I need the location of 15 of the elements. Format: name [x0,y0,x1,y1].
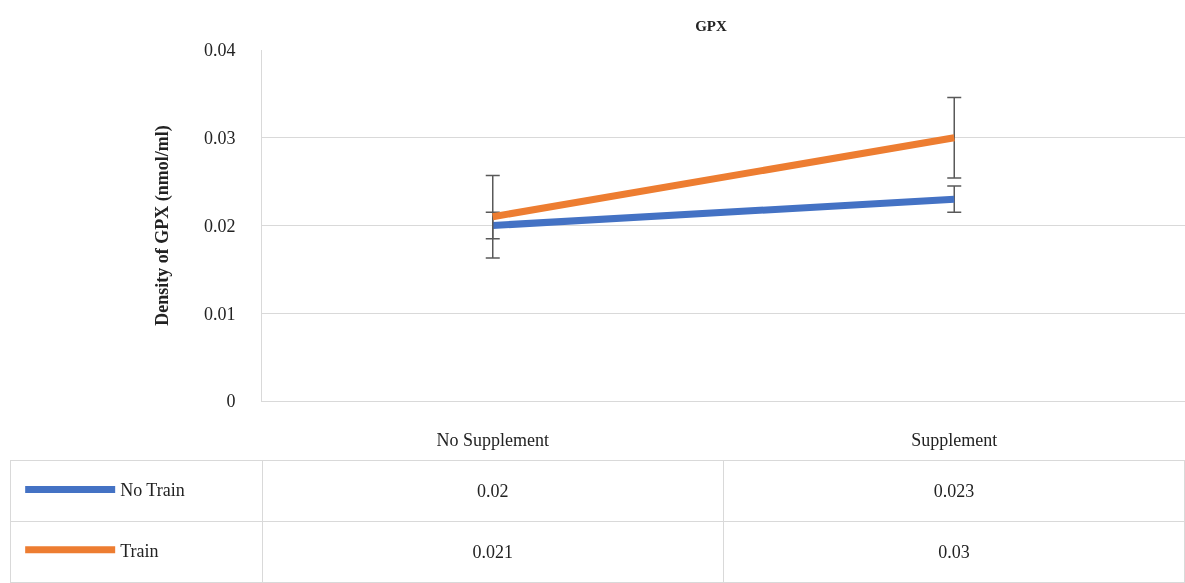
y-tick-label: 0.02 [203,215,236,236]
y-tick-label: 0.01 [203,303,236,324]
y-tick-label: 0 [226,391,236,412]
y-tick-label: 0.03 [203,128,236,149]
x-tick-label: No Supplement [436,429,549,450]
data-label: 0.02 [262,460,724,522]
legend-label: No Train [120,480,185,501]
data-label: 0.03 [723,521,1185,583]
y-tick-label: 0.04 [203,40,236,61]
data-label: 0.023 [723,460,1185,522]
chart-title: GPX [695,17,727,34]
data-label: 0.021 [262,521,724,583]
y-axis-title: Density of GPX (nmol/ml) [152,125,174,326]
x-tick-label: Supplement [911,429,998,450]
legend-label: Train [120,540,159,561]
